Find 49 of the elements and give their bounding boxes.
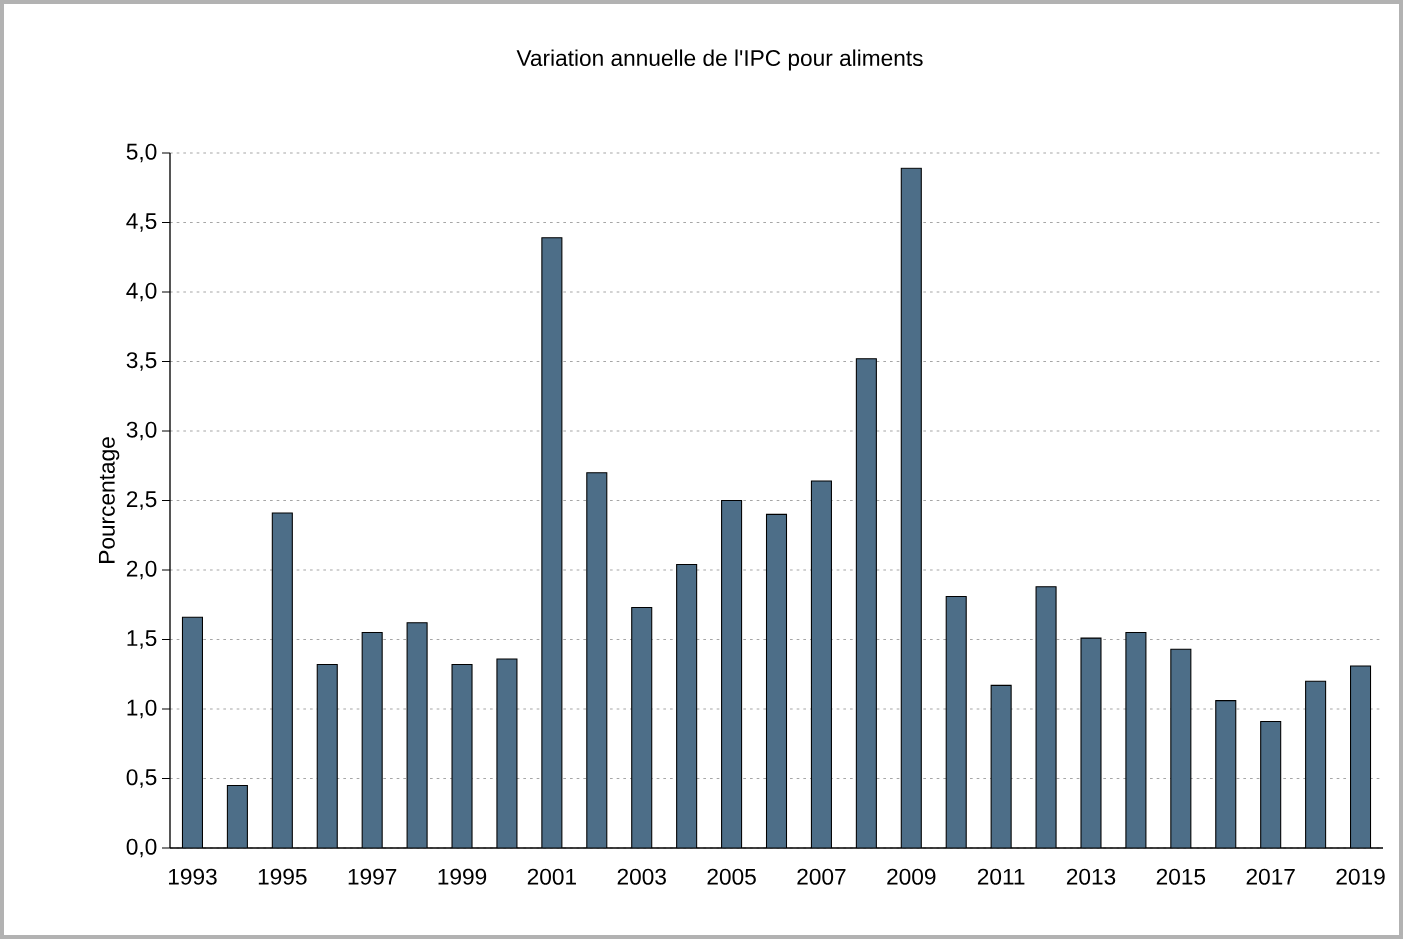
- x-tick-label: 1997: [348, 868, 397, 885]
- y-tick-label: 1,0: [127, 699, 157, 719]
- bar: [1170, 648, 1192, 848]
- x-tick-label: 1999: [438, 868, 487, 885]
- y-tick-label: 4,5: [126, 213, 157, 232]
- y-tick-label: 4,0: [126, 282, 157, 302]
- bar: [586, 472, 608, 848]
- bar: [316, 663, 338, 848]
- bar: [855, 358, 877, 848]
- x-tick-label: 2001: [527, 868, 576, 885]
- bar: [1305, 680, 1327, 848]
- bar: [945, 595, 967, 848]
- bar: [1215, 700, 1237, 848]
- x-tick-label: 2017: [1246, 868, 1295, 885]
- y-tick-label: 2,0: [126, 560, 157, 580]
- y-tick-label: 3,5: [126, 352, 157, 371]
- bar: [271, 512, 293, 848]
- bar: [1260, 720, 1282, 848]
- x-tick-label: 2007: [797, 868, 846, 885]
- y-axis-title: Pourcentage: [98, 437, 120, 563]
- bar: [631, 606, 653, 848]
- bar: [900, 167, 922, 848]
- x-tick-label: 1995: [258, 868, 307, 885]
- bar: [406, 622, 428, 848]
- bar: [810, 480, 832, 848]
- x-tick-label: 2011: [977, 868, 1025, 885]
- y-tick-label: 2,5: [126, 491, 157, 510]
- bar: [541, 237, 563, 848]
- x-tick-label: 2005: [707, 868, 756, 885]
- bar: [226, 784, 248, 848]
- x-tick-label: 2015: [1156, 868, 1206, 885]
- bar: [361, 632, 383, 848]
- x-tick-label: 1993: [168, 868, 217, 885]
- y-tick-label: 5,0: [126, 143, 157, 163]
- y-tick-label: 0,5: [126, 769, 157, 788]
- bar: [765, 513, 788, 848]
- bar: [1035, 586, 1057, 848]
- bar: [721, 499, 743, 848]
- x-tick-label: 2013: [1066, 868, 1116, 885]
- y-tick-label: 0,0: [126, 838, 157, 858]
- chart-title: Variation annuelle de l'IPC pour aliments: [516, 49, 923, 71]
- x-tick-label: 2009: [887, 868, 936, 885]
- bar: [676, 563, 698, 848]
- y-tick-label: 1,5: [127, 630, 157, 649]
- x-tick-label: 2019: [1336, 868, 1385, 885]
- bar: [181, 616, 203, 848]
- x-tick-label: 2003: [617, 868, 666, 885]
- bar: [1350, 665, 1372, 848]
- y-tick-label: 3,0: [126, 421, 157, 441]
